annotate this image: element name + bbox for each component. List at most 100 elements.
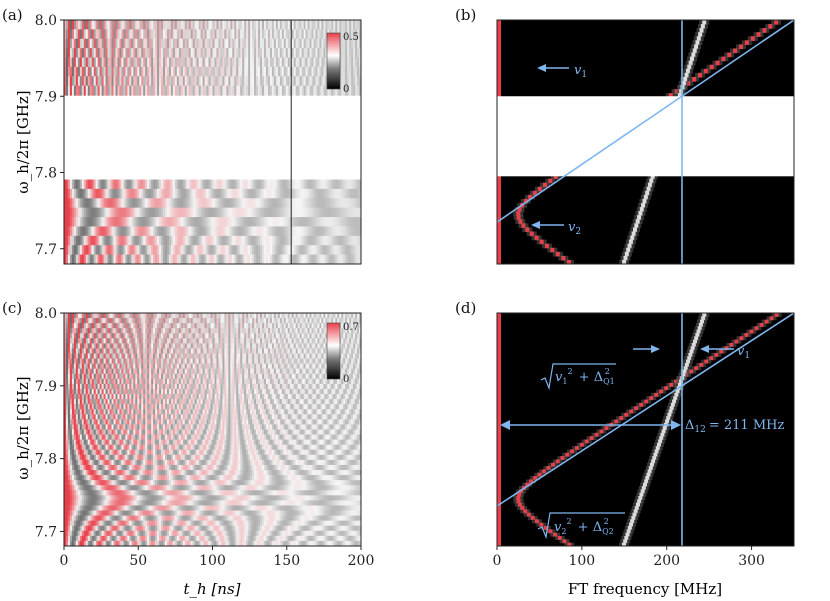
fringe-cell xyxy=(161,76,164,87)
fringe-cell xyxy=(327,378,330,385)
fringe-cell xyxy=(184,235,188,246)
fringe-cell xyxy=(236,207,239,218)
fringe-cell xyxy=(260,48,263,59)
fringe-cell xyxy=(115,313,119,319)
fringe-cell xyxy=(347,378,350,385)
fringe-cell xyxy=(313,254,317,264)
fringe-cell xyxy=(285,313,289,319)
fringe-cell xyxy=(242,378,245,385)
fringe-cell xyxy=(127,235,130,246)
fringe-cell xyxy=(269,318,273,324)
fringe-cell xyxy=(115,235,119,246)
fringe-cell xyxy=(309,76,313,87)
fringe-cell xyxy=(311,338,315,344)
fringe-cell xyxy=(236,29,239,40)
fringe-cell xyxy=(129,353,132,360)
fringe-cell xyxy=(164,343,168,350)
fringe-cell xyxy=(64,198,67,209)
fringe-cell xyxy=(283,368,287,375)
fringe-cell xyxy=(218,66,222,77)
fringe-cell xyxy=(351,338,354,344)
ft-peak xyxy=(679,89,684,94)
fringe-cell xyxy=(244,333,247,339)
fringe-cell xyxy=(333,235,336,246)
fringe-cell xyxy=(206,188,210,199)
panel-a: (a) 0.5 0 7.77.87.98.0 ω_h/2π [GHz] xyxy=(2,6,362,265)
fringe-cell xyxy=(313,313,317,319)
fringe-cell xyxy=(200,85,204,96)
fringe-cell xyxy=(105,29,109,40)
fringe-cell xyxy=(103,226,107,237)
fringe-cell xyxy=(101,363,105,370)
fringe-cell xyxy=(119,358,123,365)
fringe-cell xyxy=(69,85,73,96)
fringe-cell xyxy=(351,318,354,324)
fringe-cell xyxy=(214,38,218,49)
fringe-cell xyxy=(309,358,313,365)
fringe-cell xyxy=(305,318,309,324)
fringe-cell xyxy=(353,333,356,339)
fringe-cell xyxy=(85,328,89,334)
fringe-cell xyxy=(299,29,303,40)
fringe-cell xyxy=(315,85,319,96)
fringe-cell xyxy=(77,368,81,375)
fringe-cell xyxy=(222,363,225,370)
fringe-cell xyxy=(168,378,172,385)
fringe-cell xyxy=(325,76,328,87)
fringe-cell xyxy=(347,188,350,199)
fringe-cell xyxy=(188,333,192,339)
fringe-cell xyxy=(67,343,71,350)
fringe-cell xyxy=(325,38,328,49)
fringe-cell xyxy=(220,207,223,218)
fringe-cell xyxy=(117,254,121,264)
fringe-cell xyxy=(188,338,192,344)
fringe-cell xyxy=(357,254,360,264)
fringe-cell xyxy=(186,254,190,264)
fringe-cell xyxy=(137,333,140,339)
fringe-cell xyxy=(129,338,132,344)
fringe-cell xyxy=(289,353,293,360)
fringe-cell xyxy=(341,254,344,264)
fringe-cell xyxy=(103,76,107,87)
fringe-cell xyxy=(315,226,319,237)
fringe-cell xyxy=(91,254,95,264)
fringe-cell xyxy=(263,245,267,256)
fringe-cell xyxy=(273,348,277,355)
fringe-cell xyxy=(347,368,350,375)
fringe-cell xyxy=(123,245,126,256)
fringe-cell xyxy=(258,368,261,375)
fringe-cell xyxy=(240,76,243,87)
fringe-cell xyxy=(125,378,128,385)
fringe-cell xyxy=(303,333,307,339)
fringe-cell xyxy=(113,338,117,344)
fringe-cell xyxy=(95,217,99,228)
fringe-cell xyxy=(317,29,321,40)
fringe-cell xyxy=(200,358,204,365)
fringe-cell xyxy=(109,378,113,385)
fringe-cell xyxy=(163,217,166,228)
fringe-cell xyxy=(263,38,267,49)
fringe-cell xyxy=(269,76,273,87)
fringe-cell xyxy=(153,207,156,218)
fringe-cell xyxy=(87,66,91,77)
fringe-cell xyxy=(262,38,265,49)
fringe-cell xyxy=(337,188,340,199)
ft-peak xyxy=(642,198,647,204)
fringe-cell xyxy=(301,363,305,370)
fringe-cell xyxy=(113,188,117,199)
fringe-cell xyxy=(71,323,75,329)
fringe-cell xyxy=(125,338,128,344)
fringe-cell xyxy=(309,57,313,68)
panel-b-frame xyxy=(496,19,795,265)
fringe-cell xyxy=(147,318,150,324)
fringe-cell xyxy=(258,328,261,334)
fringe-cell xyxy=(103,318,107,324)
fringe-cell xyxy=(303,48,307,59)
fringe-cell xyxy=(311,57,315,68)
fringe-cell xyxy=(139,368,142,375)
fringe-cell xyxy=(258,338,261,344)
fringe-cell xyxy=(269,383,273,390)
fringe-cell xyxy=(269,245,273,256)
fringe-cell xyxy=(214,338,218,344)
fringe-cell xyxy=(275,313,279,319)
